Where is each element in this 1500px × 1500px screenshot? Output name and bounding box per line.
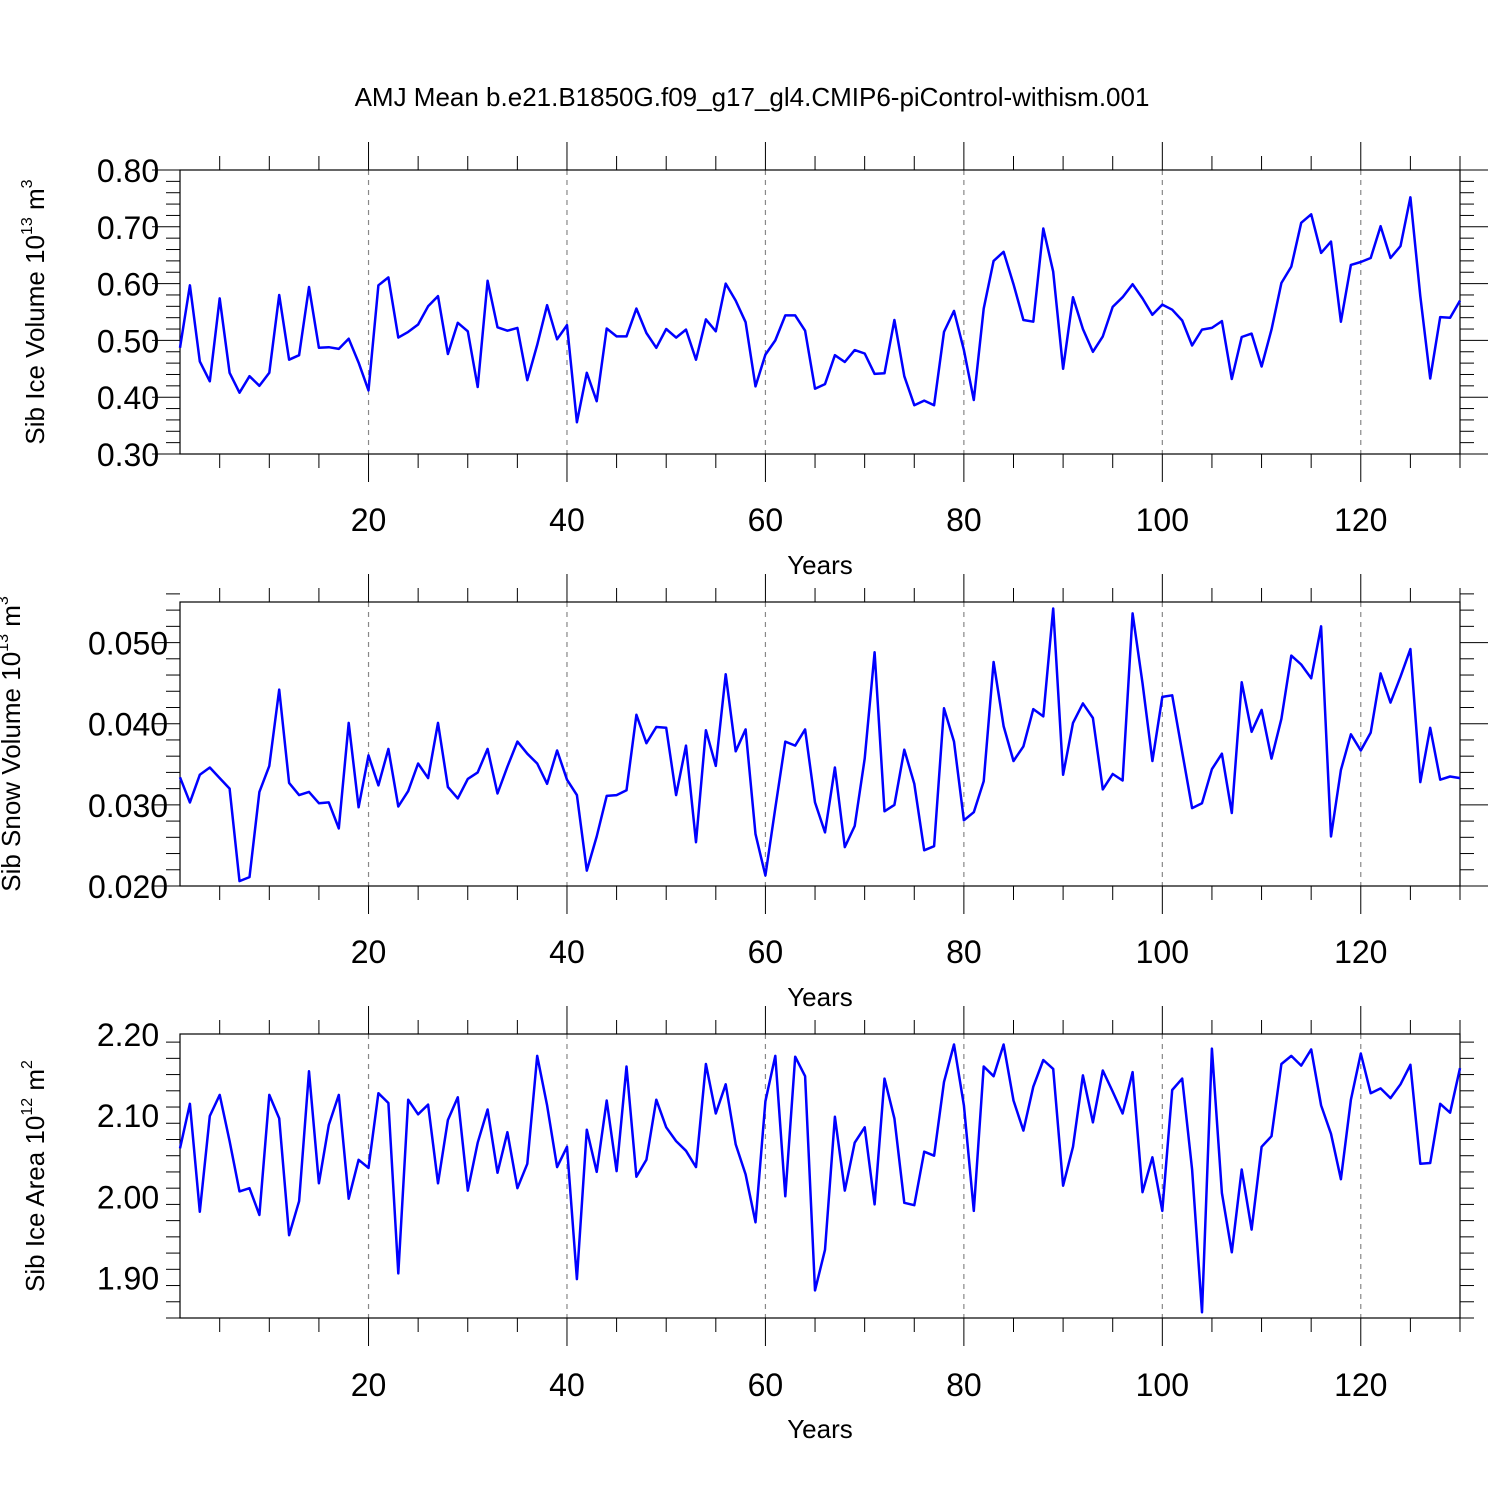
x-tick-label: 40 [549, 934, 585, 970]
x-tick-label: 40 [549, 502, 585, 538]
y-tick-label: 0.030 [88, 788, 168, 824]
x-tick-label: 80 [946, 1367, 982, 1403]
y-axis-label: Sib Snow Volume 1013 m3 [0, 596, 26, 892]
panel-ice-volume: 20 40 60 80 100 120 0.30 0.40 0.50 0.60 0.70 0.80 Y… [19, 142, 1488, 580]
figure-title: AMJ Mean b.e21.B1850G.f09_g17_gl4.CMIP6-… [355, 82, 1150, 112]
y-axis-label-exp: 12 [19, 1098, 36, 1116]
y-tick-label: 0.050 [88, 626, 168, 662]
x-axis-label: Years [787, 550, 853, 580]
series-line-ice-volume [178, 196, 1462, 424]
x-tick-label: 120 [1334, 934, 1387, 970]
y-axis-label: Sib Ice Area 1012 m2 [19, 1060, 50, 1292]
y-axis-label-unit: m [20, 1069, 50, 1098]
x-tick-label: 100 [1136, 1367, 1189, 1403]
x-tick-label: 80 [946, 934, 982, 970]
y-axis-label-unit: m [20, 188, 50, 217]
x-tick-label: 120 [1334, 1367, 1387, 1403]
x-tick-label: 60 [748, 1367, 784, 1403]
x-tick-label: 40 [549, 1367, 585, 1403]
y-tick-label: 0.70 [97, 210, 159, 246]
y-axis-label-text: Sib Ice Volume 10 [20, 235, 50, 445]
panel-ice-area: 20 40 60 80 100 120 1.90 2.00 2.10 2.20 Years Sib… [19, 1006, 1474, 1444]
panel-snow-volume: 20 40 60 80 100 120 0.020 0.030 0.040 0.050 Years… [0, 574, 1488, 1012]
y-tick-label: 0.80 [97, 153, 159, 189]
series-line-snow-volume [178, 607, 1461, 883]
x-axis-label: Years [787, 982, 853, 1012]
y-axis-label-unit-exp: 3 [0, 596, 12, 605]
x-tick-label: 60 [748, 502, 784, 538]
x-tick-label: 120 [1334, 502, 1387, 538]
y-axis-label-exp: 13 [0, 634, 12, 652]
y-tick-label: 0.50 [97, 323, 159, 359]
y-axis-label: Sib Ice Volume 1013 m3 [19, 179, 50, 444]
y-tick-label: 2.00 [97, 1179, 159, 1215]
y-tick-label: 2.10 [97, 1098, 159, 1134]
y-axis-label-exp: 13 [19, 217, 36, 235]
y-tick-label: 0.30 [97, 437, 159, 473]
series-line-ice-area [178, 1043, 1462, 1314]
x-tick-label: 100 [1136, 934, 1189, 970]
plot-frame [179, 169, 1461, 455]
x-axis-label: Years [787, 1414, 853, 1444]
y-axis-label-text: Sib Ice Area 10 [20, 1116, 50, 1292]
y-tick-label: 0.60 [97, 267, 159, 303]
y-tick-label: 0.020 [88, 869, 168, 905]
y-tick-label: 0.040 [88, 707, 168, 743]
y-tick-label: 2.20 [97, 1017, 159, 1053]
x-tick-label: 20 [351, 1367, 387, 1403]
x-tick-label: 80 [946, 502, 982, 538]
y-axis-label-text: Sib Snow Volume 10 [0, 652, 26, 892]
y-axis-label-unit: m [0, 605, 26, 634]
x-tick-label: 100 [1136, 502, 1189, 538]
plot-frame [179, 601, 1461, 887]
x-tick-label: 20 [351, 934, 387, 970]
y-axis-label-unit-exp: 3 [19, 179, 36, 188]
y-tick-label: 0.40 [97, 380, 159, 416]
y-tick-label: 1.90 [97, 1260, 159, 1296]
x-tick-label: 60 [748, 934, 784, 970]
y-axis-label-unit-exp: 2 [19, 1060, 36, 1069]
x-tick-label: 20 [351, 502, 387, 538]
plot-frame [179, 1033, 1461, 1319]
